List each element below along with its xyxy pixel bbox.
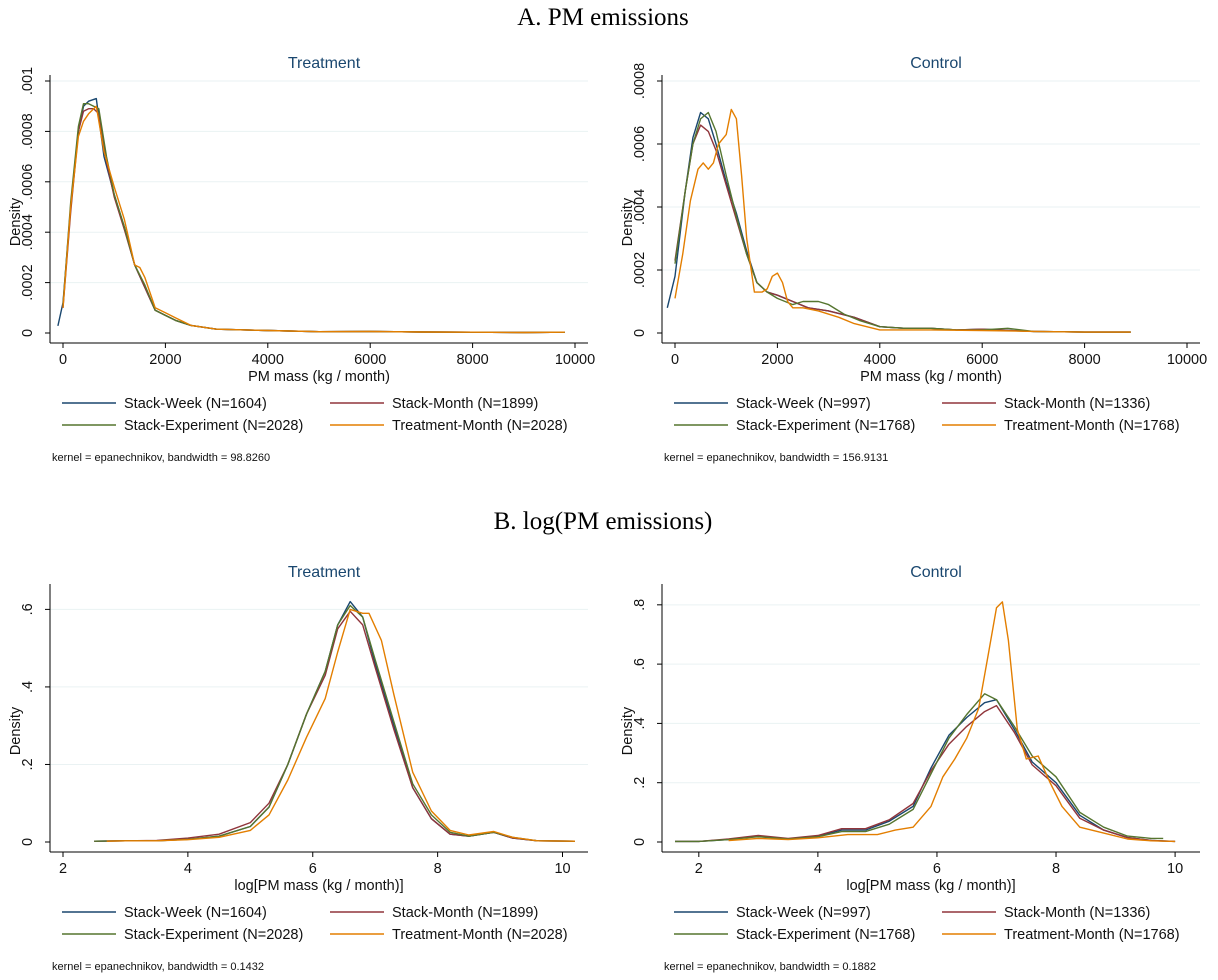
legend-label: Stack-Month (N=1899) <box>392 396 538 412</box>
y-tick-label: 0 <box>632 838 648 846</box>
x-tick-label: 6 <box>309 861 317 877</box>
legend-label: Stack-Experiment (N=2028) <box>124 927 303 943</box>
series-line-stack-month <box>674 124 1131 333</box>
x-tick-label: 8000 <box>1068 352 1100 368</box>
legend-label: Stack-Experiment (N=1768) <box>736 418 915 434</box>
chart-title: Treatment <box>288 55 361 72</box>
chart-logpm-control: Control 0 .2 .4 .6 .8 2 4 6 8 10 log[PM mass (kg / … <box>620 564 1200 973</box>
x-tick-label: 0 <box>59 352 67 368</box>
x-tick-label: 0 <box>671 352 679 368</box>
y-tick-label: .0004 <box>20 214 36 250</box>
y-tick-label: .4 <box>20 681 36 693</box>
y-axis-label: Density <box>8 197 24 246</box>
series-line-stack-month <box>62 107 565 334</box>
x-tick-label: 2 <box>59 861 67 877</box>
x-tick-label: 2000 <box>761 352 793 368</box>
chart-logpm-treatment: Treatment 0 .2 .4 .6 2 4 6 8 10 log[PM mass (kg / … <box>8 564 588 973</box>
y-tick-label: .0006 <box>20 164 36 200</box>
y-axis-label: Density <box>620 197 636 246</box>
chart-title: Control <box>910 55 962 72</box>
y-tick-label: .0008 <box>20 113 36 149</box>
x-tick-label: 4000 <box>864 352 896 368</box>
x-tick-label: 6000 <box>966 352 998 368</box>
y-axis-label: Density <box>620 706 636 755</box>
legend-label: Stack-Week (N=997) <box>736 905 871 921</box>
series-line-treatment-month <box>674 108 1131 333</box>
series-line-stack-week <box>675 699 1176 843</box>
x-tick-label: 10 <box>554 861 570 877</box>
x-tick-label: 4000 <box>252 352 284 368</box>
legend-label: Stack-Experiment (N=1768) <box>736 927 915 943</box>
legend-label: Stack-Week (N=1604) <box>124 396 267 412</box>
legend-label: Treatment-Month (N=2028) <box>392 927 568 943</box>
x-axis-label: log[PM mass (kg / month)] <box>846 878 1015 894</box>
x-tick-label: 4 <box>814 861 822 877</box>
legend-label: Stack-Week (N=997) <box>736 396 871 412</box>
x-tick-label: 10000 <box>1167 352 1207 368</box>
series-line-stack-experiment <box>674 111 1131 333</box>
series-line-stack-month <box>94 610 576 842</box>
legend-label: Stack-Month (N=1899) <box>392 905 538 921</box>
series-line-stack-month <box>675 704 1176 843</box>
x-tick-label: 10 <box>1167 861 1183 877</box>
y-tick-label: .0004 <box>632 189 648 225</box>
legend-label: Stack-Experiment (N=2028) <box>124 418 303 434</box>
panel-title-a: A. PM emissions <box>517 4 689 31</box>
y-tick-label: 0 <box>20 329 36 337</box>
kernel-note: kernel = epanechnikov, bandwidth = 156.9… <box>664 452 888 464</box>
y-tick-label: .0006 <box>632 126 648 162</box>
y-tick-label: .8 <box>632 599 648 611</box>
chart-pm-treatment: Treatment 0 .0002 .0004 .0006 .0008 .001 0 2000 4… <box>8 55 595 464</box>
kernel-note: kernel = epanechnikov, bandwidth = 98.82… <box>52 452 270 464</box>
x-tick-label: 6000 <box>354 352 386 368</box>
series-line-treatment-month <box>728 601 1176 843</box>
y-tick-label: .6 <box>632 658 648 670</box>
x-tick-label: 2000 <box>149 352 181 368</box>
series-line-stack-experiment <box>675 693 1164 843</box>
y-tick-label: .0002 <box>20 264 36 300</box>
y-tick-label: .0002 <box>632 252 648 288</box>
legend-label: Stack-Week (N=1604) <box>124 905 267 921</box>
chart-pm-control: Control 0 .0002 .0004 .0006 .0008 0 2000 4000 600… <box>620 55 1207 464</box>
x-axis-label: PM mass (kg / month) <box>248 369 390 385</box>
legend-label: Treatment-Month (N=1768) <box>1004 418 1180 434</box>
x-axis-label: PM mass (kg / month) <box>860 369 1002 385</box>
x-tick-label: 6 <box>933 861 941 877</box>
x-tick-label: 8 <box>1052 861 1060 877</box>
series-line-treatment-month <box>106 608 576 842</box>
x-tick-label: 8 <box>434 861 442 877</box>
y-tick-label: .2 <box>632 777 648 789</box>
x-tick-label: 2 <box>695 861 703 877</box>
legend-label: Treatment-Month (N=1768) <box>1004 927 1180 943</box>
x-tick-label: 10000 <box>555 352 595 368</box>
y-tick-label: .0008 <box>632 63 648 99</box>
y-tick-label: 0 <box>632 329 648 337</box>
series-line-treatment-month <box>62 105 565 334</box>
legend-label: Stack-Month (N=1336) <box>1004 905 1150 921</box>
y-tick-label: .4 <box>632 717 648 729</box>
y-tick-label: .001 <box>20 67 36 95</box>
series-line-stack-experiment <box>62 102 565 334</box>
legend-label: Stack-Month (N=1336) <box>1004 396 1150 412</box>
chart-title: Control <box>910 564 962 581</box>
x-tick-label: 4 <box>184 861 192 877</box>
series-line-stack-experiment <box>94 604 576 842</box>
x-tick-label: 8000 <box>456 352 488 368</box>
y-tick-label: .6 <box>20 603 36 615</box>
panel-title-b: B. log(PM emissions) <box>494 508 713 535</box>
y-tick-label: .2 <box>20 758 36 770</box>
kernel-note: kernel = epanechnikov, bandwidth = 0.188… <box>664 961 876 973</box>
chart-title: Treatment <box>288 564 361 581</box>
y-tick-label: 0 <box>20 838 36 846</box>
x-axis-label: log[PM mass (kg / month)] <box>234 878 403 894</box>
kernel-note: kernel = epanechnikov, bandwidth = 0.143… <box>52 961 264 973</box>
series-line-stack-week <box>57 97 565 334</box>
legend-label: Treatment-Month (N=2028) <box>392 418 568 434</box>
y-axis-label: Density <box>8 706 24 755</box>
